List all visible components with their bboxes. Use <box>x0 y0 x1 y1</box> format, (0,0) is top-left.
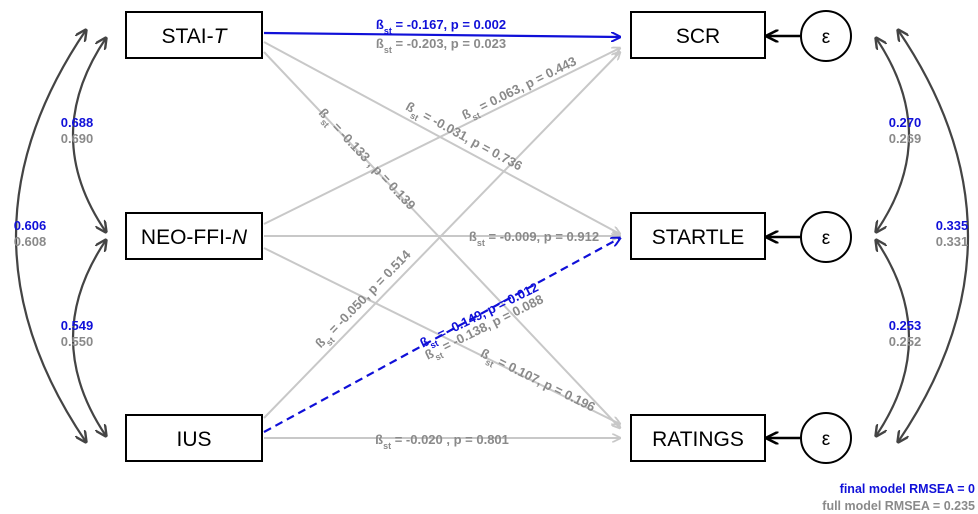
cov-neo-ius-full: 0.550 <box>61 334 94 349</box>
svg-text:ε: ε <box>822 27 831 48</box>
svg-text:RATINGS: RATINGS <box>652 428 744 451</box>
cov-neo-ius <box>72 240 106 436</box>
svg-text:IUS: IUS <box>176 428 211 451</box>
path-ius-scr <box>263 52 620 419</box>
svg-text:STARTLE: STARTLE <box>652 226 745 249</box>
fit-full: full model RMSEA = 0.235 <box>822 499 975 513</box>
cov-stai-neo <box>72 38 106 232</box>
error-startle: ε <box>767 211 852 263</box>
label-neo-scr: ßst = 0.063, p = 0.443 <box>459 53 580 126</box>
cov-scr-ratings-final: 0.335 <box>936 218 969 233</box>
cov-stai-neo-final: 0.688 <box>61 115 94 130</box>
path-stai-ratings <box>263 51 620 428</box>
cov-neo-ius-final: 0.549 <box>61 318 94 333</box>
node-ius: IUS <box>125 414 263 462</box>
error-scr: ε <box>767 10 852 62</box>
cov-stai-ius-full: 0.608 <box>14 234 47 249</box>
error-ratings: ε <box>767 412 852 464</box>
svg-text:SCR: SCR <box>676 25 720 48</box>
label-ius-ratings-direct: ßst = -0.020 , p = 0.801 <box>375 432 509 451</box>
cov-stai-ius <box>14 30 86 442</box>
svg-text:ε: ε <box>822 429 831 450</box>
cov-stai-neo-full: 0.690 <box>61 131 94 146</box>
cov-stai-ius-final: 0.606 <box>14 218 47 233</box>
svg-text:ε: ε <box>822 228 831 249</box>
label-ius-startle-final: ßst = -0.149, p = 0.012 <box>417 279 542 354</box>
label-ius-scr: ßst = -0.050, p = 0.514 <box>312 246 417 353</box>
path-stai-scr <box>263 33 620 37</box>
node-startle: STARTLE <box>630 212 766 260</box>
cov-startle-ratings-full: 0.252 <box>889 334 922 349</box>
cov-startle-ratings-final: 0.253 <box>889 318 922 333</box>
svg-text:NEO-FFI-N: NEO-FFI-N <box>141 226 248 249</box>
cov-scr-startle-final: 0.270 <box>889 115 922 130</box>
node-ratings: RATINGS <box>630 414 766 462</box>
label-stai-scr-final: ßst = -0.167, p = 0.002 <box>376 17 506 36</box>
svg-text:STAI-T: STAI-T <box>162 25 229 48</box>
node-scr: SCR <box>630 11 766 59</box>
cov-scr-ratings-full: 0.331 <box>936 234 969 249</box>
path-ius-startle <box>263 238 620 433</box>
label-stai-ratings: ßst = -0.133 , p = 0.139 <box>313 105 419 215</box>
node-stai: STAI-T <box>125 11 263 59</box>
cov-scr-ratings <box>898 30 970 442</box>
label-stai-scr-full: ßst = -0.203, p = 0.023 <box>376 36 506 55</box>
label-ius-ratings-full: ßst = 0.107, p = 0.196 <box>476 345 597 418</box>
fit-final: final model RMSEA = 0 <box>840 482 975 496</box>
path-neo-scr <box>263 48 620 225</box>
path-stai-startle <box>263 41 620 234</box>
label-neo-startle: ßst = -0.009, p = 0.912 <box>469 229 599 248</box>
cov-scr-startle-full: 0.269 <box>889 131 922 146</box>
node-neo: NEO-FFI-N <box>125 212 263 260</box>
